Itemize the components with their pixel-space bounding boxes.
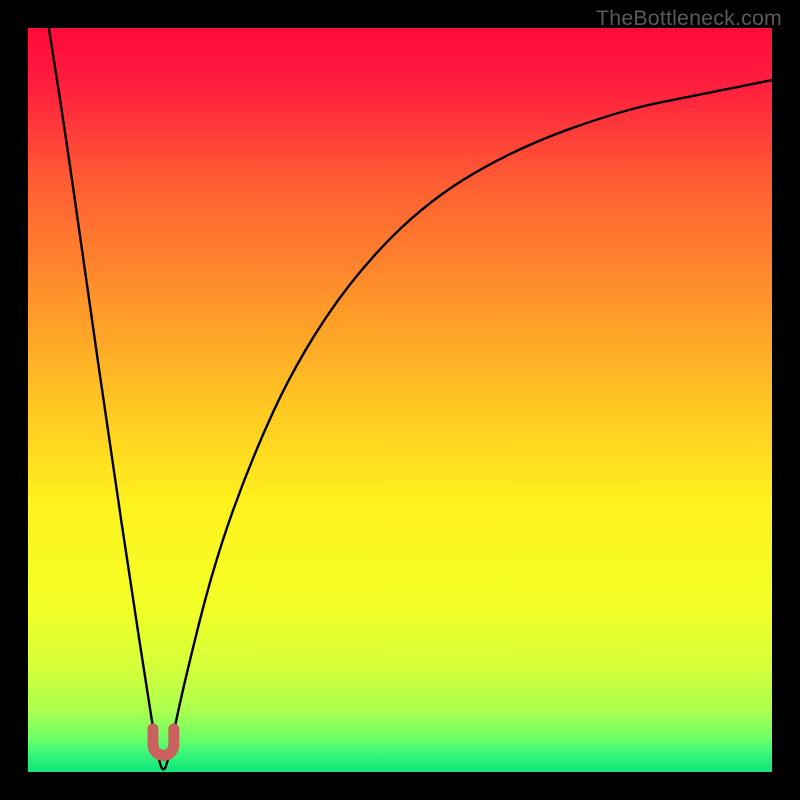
bottleneck-chart	[0, 0, 800, 800]
watermark-text: TheBottleneck.com	[596, 6, 782, 31]
gradient-background	[28, 28, 772, 772]
